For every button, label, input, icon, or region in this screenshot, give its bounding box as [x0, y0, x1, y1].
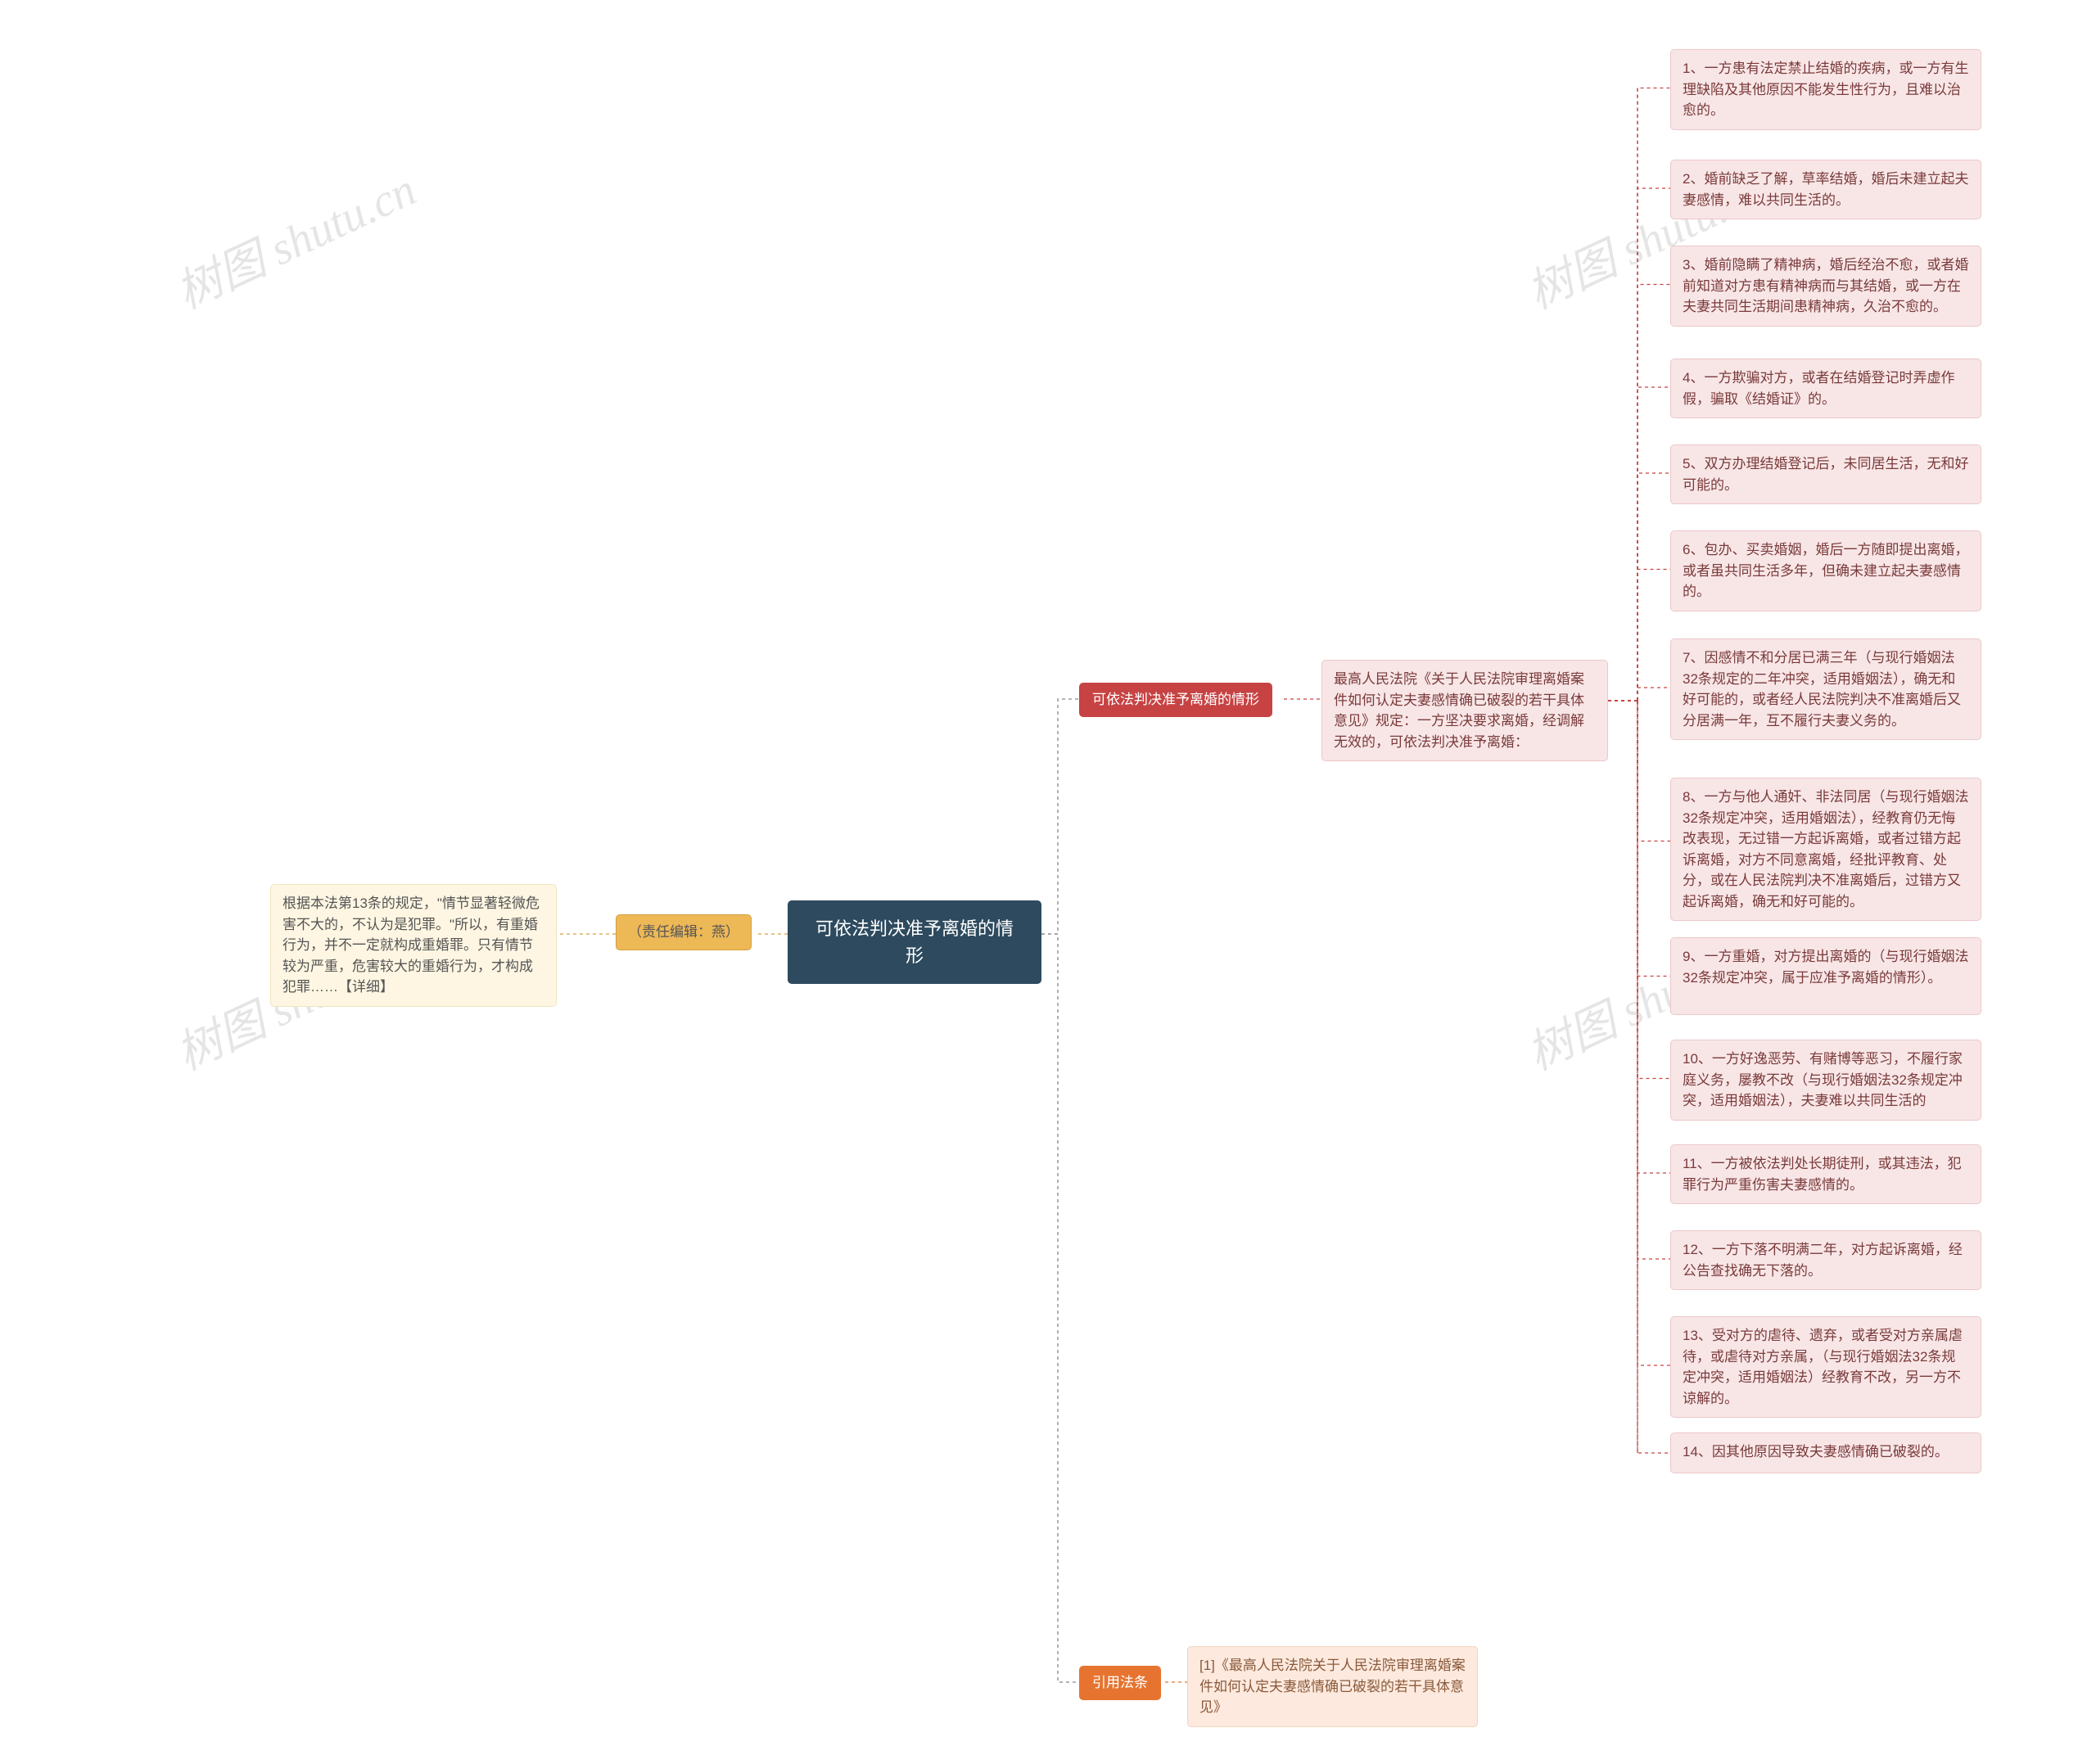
branch-a-summary: 最高人民法院《关于人民法院审理离婚案件如何认定夫妻感情确已破裂的若干具体意见》规… [1321, 660, 1608, 761]
branch-a-item-13: 13、受对方的虐待、遗弃，或者受对方亲属虐待，或虐待对方亲属，（与现行婚姻法32… [1670, 1316, 1981, 1418]
branch-a-item-14: 14、因其他原因导致夫妻感情确已破裂的。 [1670, 1432, 1981, 1473]
left-editor: （责任编辑：燕） [616, 914, 752, 950]
branch-a-item-8: 8、一方与他人通奸、非法同居（与现行婚姻法32条规定冲突，适用婚姻法），经教育仍… [1670, 778, 1981, 921]
root-line1: 可依法判决准予离婚的情 形 [815, 918, 1014, 966]
branch-a-item-3: 3、婚前隐瞒了精神病，婚后经治不愈，或者婚前知道对方患有精神病而与其结婚，或一方… [1670, 246, 1981, 327]
left-note: 根据本法第13条的规定，"情节显著轻微危害不大的，不认为是犯罪。"所以，有重婚行… [270, 884, 557, 1007]
branch-a-item-6: 6、包办、买卖婚姻，婚后一方随即提出离婚，或者虽共同生活多年，但确未建立起夫妻感… [1670, 530, 1981, 611]
mindmap-root: 可依法判决准予离婚的情 形 [788, 900, 1041, 984]
watermark-1: 树图 shutu.cn [164, 153, 425, 322]
branch-a-item-12: 12、一方下落不明满二年，对方起诉离婚，经公告查找确无下落的。 [1670, 1230, 1981, 1290]
branch-b-title: 引用法条 [1079, 1666, 1161, 1700]
branch-a-item-10: 10、一方好逸恶劳、有赌博等恶习，不履行家庭义务，屡教不改（与现行婚姻法32条规… [1670, 1040, 1981, 1121]
branch-a-item-9: 9、一方重婚，对方提出离婚的（与现行婚姻法32条规定冲突，属于应准予离婚的情形）… [1670, 937, 1981, 1015]
branch-a-item-5: 5、双方办理结婚登记后，未同居生活，无和好可能的。 [1670, 444, 1981, 504]
branch-a-item-11: 11、一方被依法判处长期徒刑，或其违法，犯罪行为严重伤害夫妻感情的。 [1670, 1144, 1981, 1204]
branch-a-item-4: 4、一方欺骗对方，或者在结婚登记时弄虚作假，骗取《结婚证》的。 [1670, 359, 1981, 418]
branch-a-item-7: 7、因感情不和分居已满三年（与现行婚姻法32条规定的二年冲突，适用婚姻法），确无… [1670, 638, 1981, 740]
branch-b-body: [1]《最高人民法院关于人民法院审理离婚案件如何认定夫妻感情确已破裂的若干具体意… [1187, 1646, 1478, 1727]
branch-a-title: 可依法判决准予离婚的情形 [1079, 683, 1272, 717]
branch-a-item-2: 2、婚前缺乏了解，草率结婚，婚后未建立起夫妻感情，难以共同生活的。 [1670, 160, 1981, 219]
branch-a-item-1: 1、一方患有法定禁止结婚的疾病，或一方有生理缺陷及其他原因不能发生性行为，且难以… [1670, 49, 1981, 130]
